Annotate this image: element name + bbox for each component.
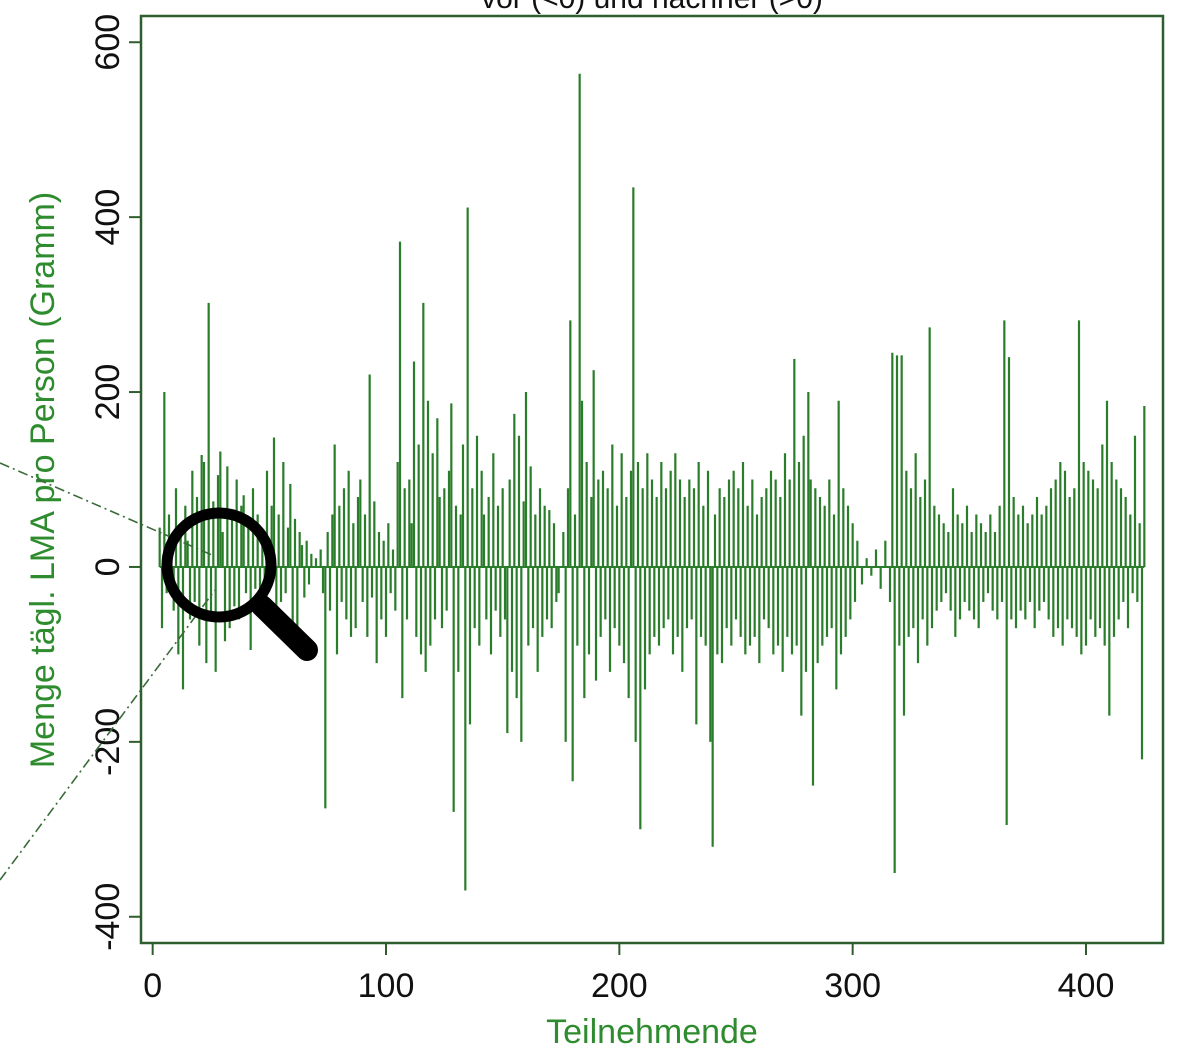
zoom-line-top [0,462,213,556]
y-tick-label: -200 [89,708,127,776]
magnifier-lens [161,507,277,623]
x-axis: 0 100 200 300 400 [143,943,1114,1005]
y-tick-label: 400 [89,189,127,246]
zoom-lines [0,462,216,881]
zoom-line-bottom [0,589,216,881]
chart-title: vor (<0) und nachher (>0) [481,0,823,15]
x-tick-label: 200 [591,967,648,1005]
y-tick-label: 0 [89,557,127,576]
y-axis-title: Menge tägl. LMA pro Person (Gramm) [24,192,62,768]
bars-layer [158,73,1146,891]
x-axis-title: Teilnehmende [546,1013,758,1051]
magnifier-handle [251,595,318,661]
y-tick-label: -400 [89,883,127,951]
y-tick-label: 600 [89,14,127,71]
magnifier-icon [161,507,318,661]
y-axis: -400 -200 0 200 400 600 [89,14,141,951]
x-tick-label: 300 [824,967,881,1005]
plot-frame [139,14,1165,945]
x-tick-label: 400 [1058,967,1115,1005]
x-tick-label: 100 [358,967,415,1005]
y-tick-label: 200 [89,364,127,421]
x-tick-label: 0 [143,967,162,1005]
